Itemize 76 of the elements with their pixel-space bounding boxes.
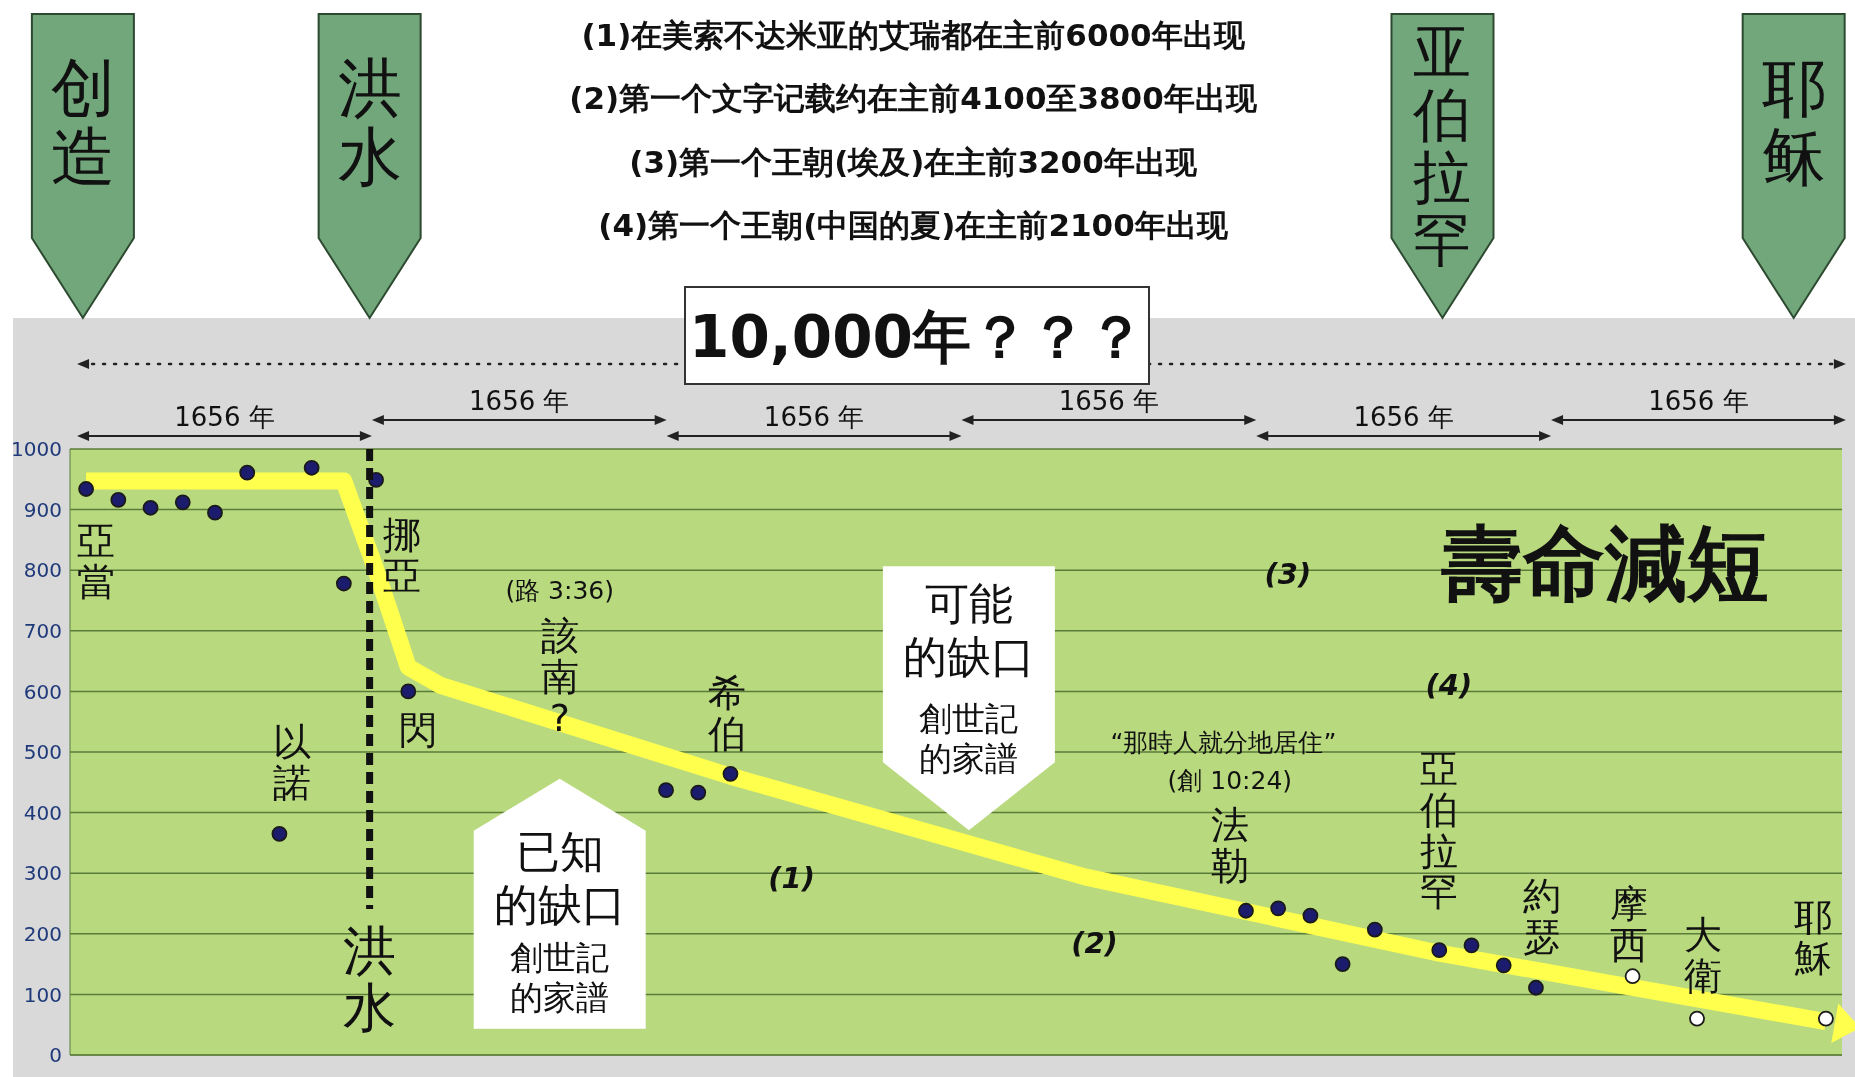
point [658, 782, 674, 799]
point [303, 459, 320, 476]
point [722, 765, 739, 782]
text: 耶稣 [1761, 51, 1826, 195]
y-tick-label: 400 [23, 800, 62, 825]
point [400, 683, 417, 700]
text: 1656 年 [469, 385, 570, 416]
y-tick-label: 0 [49, 1043, 62, 1068]
text: 亚伯拉罕 [1412, 18, 1472, 274]
point [110, 492, 127, 508]
text: 1656 年 [174, 401, 275, 432]
y-tick-label: 300 [23, 861, 62, 886]
text: 1656 年 [1648, 385, 1749, 416]
y-tick-label: 500 [23, 740, 62, 765]
point [1334, 956, 1351, 972]
point [1689, 1010, 1705, 1027]
point [78, 481, 95, 497]
y-tick-label: 900 [23, 497, 62, 522]
annotation: (3) [1264, 557, 1312, 592]
annotation: 創世記的家譜 [919, 699, 1019, 778]
point [239, 464, 256, 481]
text: 10,000年？？？ [689, 303, 1145, 372]
annotation: 挪亞 [382, 513, 421, 599]
point [1624, 968, 1641, 985]
annotation: “那時人就分地居住” [1110, 728, 1337, 758]
annotation: 亞當 [76, 519, 115, 605]
annotation: 摩西 [1610, 882, 1649, 968]
y-tick-label: 200 [23, 921, 62, 946]
annotation: (1) [768, 860, 816, 895]
text: (3)第一个王朝(埃及)在主前3200年出现 [629, 143, 1198, 180]
y-tick-label: 800 [23, 558, 62, 583]
text: (4)第一个王朝(中国的夏)在主前2100年出现 [598, 207, 1229, 244]
text: (1)在美索不达米亚的艾瑞都在主前6000年出现 [581, 16, 1246, 53]
point [1528, 979, 1544, 996]
point [1463, 937, 1480, 954]
point [1366, 921, 1383, 938]
point [207, 504, 223, 521]
y-tick-label: 100 [23, 982, 62, 1007]
text: 壽命減短 [1441, 516, 1769, 612]
annotation: 法勒 [1210, 802, 1249, 888]
annotation: 希伯 [707, 670, 747, 756]
annotation: (路 3:36) [505, 576, 615, 606]
point [690, 784, 707, 801]
text: 1656 年 [763, 401, 865, 432]
point [174, 494, 191, 511]
annotation: 閃 [398, 708, 437, 753]
annotation: (創 10:24) [1167, 766, 1293, 796]
annotation: 亞伯拉罕 [1419, 747, 1459, 915]
point [271, 825, 288, 842]
annotation: 耶穌 [1794, 895, 1832, 981]
point [1238, 902, 1254, 919]
y-tick-label: 1000 [11, 437, 62, 462]
annotation: 創世記的家譜 [510, 938, 610, 1017]
y-tick-label: 700 [23, 618, 62, 643]
text: 洪水 [337, 51, 402, 195]
y-tick-label: 600 [23, 679, 62, 704]
point [1817, 1010, 1834, 1027]
text: 创造 [50, 51, 115, 195]
annotation: 大衛 [1684, 912, 1723, 998]
annotation: 該南? [540, 613, 579, 740]
annotation: 約瑟 [1523, 873, 1562, 959]
point [1495, 957, 1512, 974]
text: 1656 年 [1058, 385, 1160, 416]
annotation: 洪水 [343, 920, 397, 1039]
annotation: 以諾 [273, 719, 312, 805]
point [1431, 942, 1448, 959]
annotation: (4) [1425, 668, 1473, 703]
annotation: (2) [1071, 925, 1118, 960]
point [142, 499, 159, 516]
point [1270, 900, 1287, 917]
annotation: 已知的缺口 [493, 826, 626, 931]
annotation: 可能的缺口 [902, 578, 1035, 682]
point [335, 575, 352, 592]
text: 1656 年 [1353, 401, 1454, 432]
point [1302, 907, 1319, 924]
text: (2)第一个文字记载约在主前4100至3800年出现 [569, 80, 1258, 117]
